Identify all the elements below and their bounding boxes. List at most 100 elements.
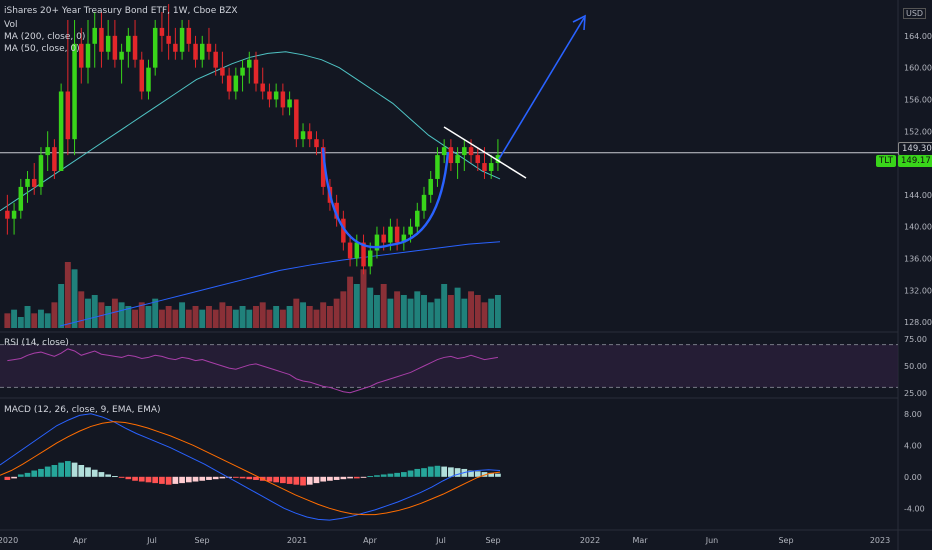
- candle-body: [31, 178, 37, 187]
- volume-bar: [488, 298, 495, 328]
- volume-bar: [447, 295, 454, 328]
- volume-bar: [414, 291, 421, 328]
- candle-body: [25, 178, 30, 187]
- macd-histogram-bar: [132, 476, 138, 481]
- volume-bar: [172, 309, 179, 328]
- rsi-label: RSI (14, close): [4, 338, 69, 348]
- candle-body: [132, 35, 138, 60]
- candle-body: [415, 210, 420, 227]
- candle-body: [199, 43, 205, 60]
- macd-histogram-bar: [367, 476, 374, 478]
- price-tick-label: 136.00: [904, 254, 932, 263]
- macd-histogram-bar: [58, 462, 64, 477]
- macd-histogram-bar: [320, 476, 327, 482]
- macd-histogram-bar: [286, 476, 293, 484]
- volume-bar: [38, 309, 44, 328]
- candle-body: [267, 91, 272, 100]
- macd-histogram-bar: [172, 476, 179, 484]
- volume-bar: [474, 295, 481, 328]
- candle-body: [146, 67, 151, 92]
- macd-histogram-bar: [481, 472, 488, 477]
- volume-bar: [78, 291, 85, 328]
- candle-body: [314, 139, 319, 148]
- candle-body: [488, 163, 494, 171]
- macd-histogram-bar: [421, 468, 427, 477]
- volume-bar: [434, 298, 441, 328]
- time-tick-label: Sep: [778, 536, 793, 545]
- candle-body: [334, 202, 339, 219]
- macd-histogram-bar: [427, 466, 434, 477]
- candle-body: [11, 210, 17, 219]
- volume-bar: [118, 302, 125, 328]
- price-tick-label: 156.00: [904, 95, 932, 104]
- candle-body: [354, 242, 360, 259]
- currency-badge[interactable]: USD: [903, 8, 927, 19]
- volume-bar: [132, 309, 138, 328]
- macd-histogram-bar: [448, 467, 454, 477]
- volume-bar: [380, 284, 387, 328]
- time-tick-label: Mar: [632, 536, 648, 545]
- volume-bar: [306, 306, 313, 328]
- candle-body: [85, 43, 91, 68]
- macd-histogram-bar: [38, 468, 44, 477]
- candle-body: [482, 163, 487, 171]
- time-tick-label: Jun: [705, 536, 719, 545]
- macd-tick-label: 4.00: [904, 441, 922, 450]
- macd-histogram-bar: [44, 466, 51, 477]
- macd-histogram-bar: [64, 461, 71, 477]
- price-tick-label: 160.00: [904, 64, 932, 73]
- macd-histogram-bar: [91, 469, 98, 477]
- ticker-pill: TLT: [876, 155, 896, 167]
- time-tick-label: Jul: [435, 536, 446, 545]
- volume-bar: [367, 287, 374, 328]
- volume-bar: [219, 302, 226, 328]
- candle-body: [260, 83, 265, 92]
- volume-bar: [400, 295, 407, 328]
- candle-body: [273, 91, 279, 100]
- candle-body: [213, 51, 218, 68]
- macd-histogram-bar: [212, 476, 219, 480]
- volume-bar: [300, 302, 306, 328]
- macd-histogram-bar: [468, 470, 474, 477]
- price-tick-label: 132.00: [904, 286, 932, 295]
- macd-histogram-bar: [85, 467, 91, 477]
- candle-body: [52, 147, 57, 171]
- candle-body: [233, 75, 239, 92]
- macd-histogram-bar: [239, 476, 246, 479]
- candle-body: [341, 218, 346, 243]
- candle-body: [462, 147, 467, 156]
- macd-histogram-bar: [17, 474, 24, 477]
- candle-body: [159, 27, 165, 36]
- time-tick-label: 2022: [580, 536, 600, 545]
- macd-histogram-bar: [300, 476, 306, 486]
- macd-histogram-bar: [253, 476, 259, 480]
- volume-bar: [192, 306, 199, 328]
- volume-bar: [85, 298, 91, 328]
- candle-body: [92, 27, 97, 44]
- candle-body: [220, 67, 225, 76]
- candle-body: [45, 147, 50, 156]
- candle-body: [152, 27, 158, 68]
- time-tick-label: Apr: [363, 536, 378, 545]
- macd-histogram-bar: [407, 470, 414, 477]
- macd-histogram-bar: [71, 462, 78, 477]
- macd-line: [0, 413, 501, 521]
- price-tick-label: 144.00: [904, 191, 932, 200]
- candle-body: [65, 91, 71, 140]
- candle-body: [119, 51, 124, 60]
- macd-histogram-bar: [327, 476, 333, 481]
- price-tick-label: 164.00: [904, 32, 932, 41]
- volume-bar: [91, 295, 98, 328]
- candle-body: [320, 147, 326, 187]
- volume-bar: [481, 302, 488, 328]
- macd-histogram-bar: [400, 472, 407, 477]
- candle-body: [247, 59, 252, 68]
- volume-bar: [427, 302, 434, 328]
- candle-body: [401, 234, 407, 243]
- volume-bar: [293, 298, 300, 328]
- projection-arrow-head: [572, 14, 586, 31]
- time-tick-label: Apr: [73, 536, 88, 545]
- macd-histogram-bar: [11, 476, 17, 479]
- volume-bar: [259, 302, 266, 328]
